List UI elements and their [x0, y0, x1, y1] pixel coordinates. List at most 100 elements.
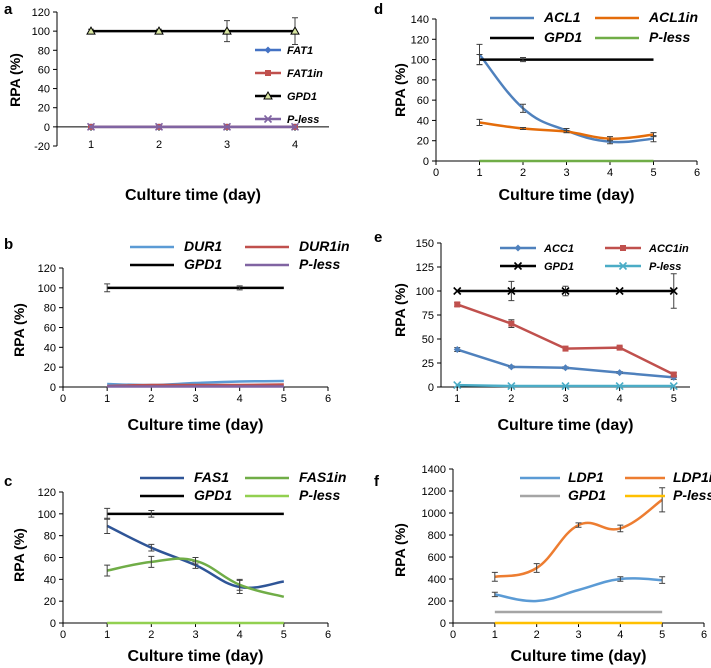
error-bar: [520, 103, 526, 113]
y-axis-title: RPA (%): [7, 53, 23, 107]
series-line: [456, 348, 674, 379]
data-point: [507, 381, 516, 391]
legend-marker: [618, 261, 628, 271]
chart-panel-a: a -20 0 20 40 60 80 100 120 1 2 3 4 Culture time (day…: [4, 1, 329, 204]
x-tick-label: 3: [563, 167, 569, 179]
y-tick-label: 0: [428, 382, 434, 394]
legend-label: ACC1: [543, 243, 574, 255]
y-axis-title: RPA (%): [11, 528, 27, 582]
series-P-less: [453, 381, 678, 391]
data-point: [615, 381, 624, 391]
chart-panel-d: d 0 20 40 60 80 100 120 140 0 1 2 3 4 5 6 Culture time (…: [374, 1, 700, 204]
legend-label: ACL1: [543, 9, 581, 25]
legend-label: P-less: [649, 261, 681, 273]
panel-letter: d: [374, 1, 383, 18]
y-tick-label: 60: [38, 64, 50, 76]
data-point: [453, 381, 462, 390]
y-tick-label: 80: [38, 45, 50, 57]
legend-label: P-less: [299, 256, 340, 272]
error-bar: [148, 543, 155, 552]
error-bar: [659, 576, 666, 584]
series-GPD1: [476, 54, 654, 66]
data-point: [453, 346, 461, 354]
y-tick-label: 400: [428, 574, 446, 586]
error-bar: [236, 285, 243, 291]
legend-label: DUR1: [184, 238, 222, 254]
x-tick-label: 5: [281, 629, 287, 641]
legend-label: P-less: [287, 114, 319, 126]
data-point: [154, 122, 164, 131]
x-tick-label: 1: [492, 629, 498, 641]
data-point: [154, 26, 164, 35]
x-tick-label: 6: [701, 629, 707, 641]
y-tick-label: 100: [38, 283, 56, 295]
data-point: [222, 122, 232, 131]
legend-label: ACC1in: [648, 243, 689, 255]
x-tick-label: 2: [534, 629, 540, 641]
x-tick-label: 3: [575, 629, 581, 641]
x-axis-title: Culture time (day): [127, 648, 263, 665]
x-tick-label: 1: [476, 167, 482, 179]
chart-panel-e: e 0 25 50 75 100 125 150 1 2 3 4 5 Culture time (day)…: [374, 229, 690, 434]
data-point: [615, 286, 624, 296]
y-tick-label: 100: [32, 26, 50, 38]
legend: FAS1 FAS1in GPD1 P-less: [140, 469, 346, 503]
series-line: [494, 498, 663, 579]
x-tick-label: 0: [60, 393, 66, 405]
y-tick-label: 1200: [422, 486, 446, 498]
legend-label: P-less: [299, 487, 340, 503]
y-tick-label: 200: [428, 596, 446, 608]
data-point: [561, 381, 570, 391]
x-axis-title: Culture time (day): [125, 187, 261, 204]
x-tick-label: 1: [104, 629, 110, 641]
legend-marker: [264, 46, 272, 54]
series-ACC1in: [454, 301, 677, 378]
error-bar: [491, 591, 498, 598]
legend-label: GPD1: [544, 261, 574, 273]
y-axis-title: RPA (%): [392, 283, 408, 337]
legend-marker: [620, 245, 626, 251]
legend: FAT1 FAT1in GPD1 P-less: [255, 45, 323, 126]
error-bar: [104, 283, 111, 293]
data-point: [616, 344, 623, 351]
x-axis-title: Culture time (day): [498, 187, 634, 204]
legend-label: P-less: [649, 29, 690, 45]
series-LDP1: [491, 576, 666, 603]
panel-letter: c: [4, 473, 12, 490]
x-tick-label: 3: [192, 393, 198, 405]
series-line: [494, 577, 663, 603]
panel-letter: a: [4, 1, 13, 18]
legend-label: FAT1in: [287, 68, 323, 80]
legend-label: GPD1: [287, 91, 317, 103]
y-tick-label: 40: [44, 342, 56, 354]
legend-label: ACL1in: [648, 9, 698, 25]
x-tick-label: 4: [617, 629, 623, 641]
y-tick-label: 0: [423, 156, 429, 168]
y-tick-label: 100: [38, 509, 56, 521]
legend: ACC1 ACC1in GPD1 P-less: [500, 243, 689, 273]
y-tick-label: 600: [428, 552, 446, 564]
error-bar: [476, 54, 483, 66]
error-bar: [104, 564, 111, 577]
x-tick-label: 3: [224, 139, 230, 151]
legend-marker: [514, 244, 522, 252]
y-tick-label: 20: [44, 596, 56, 608]
x-axis-title: Culture time (day): [510, 648, 646, 665]
legend-label: LDP1: [568, 469, 604, 485]
y-tick-label: 40: [38, 84, 50, 96]
y-tick-label: 80: [44, 303, 56, 315]
y-tick-label: 20: [417, 136, 429, 148]
data-point: [616, 369, 624, 377]
panel-letter: e: [374, 229, 382, 246]
y-tick-label: 80: [44, 531, 56, 543]
x-tick-label: 4: [237, 629, 243, 641]
y-tick-label: 125: [416, 262, 434, 274]
x-tick-label: 1: [104, 393, 110, 405]
x-axis-title: Culture time (day): [497, 417, 633, 434]
legend-label: GPD1: [544, 29, 582, 45]
data-point: [670, 371, 677, 378]
data-point: [561, 286, 570, 296]
y-tick-label: 40: [44, 574, 56, 586]
data-point: [86, 122, 96, 131]
x-tick-label: 4: [617, 393, 623, 405]
